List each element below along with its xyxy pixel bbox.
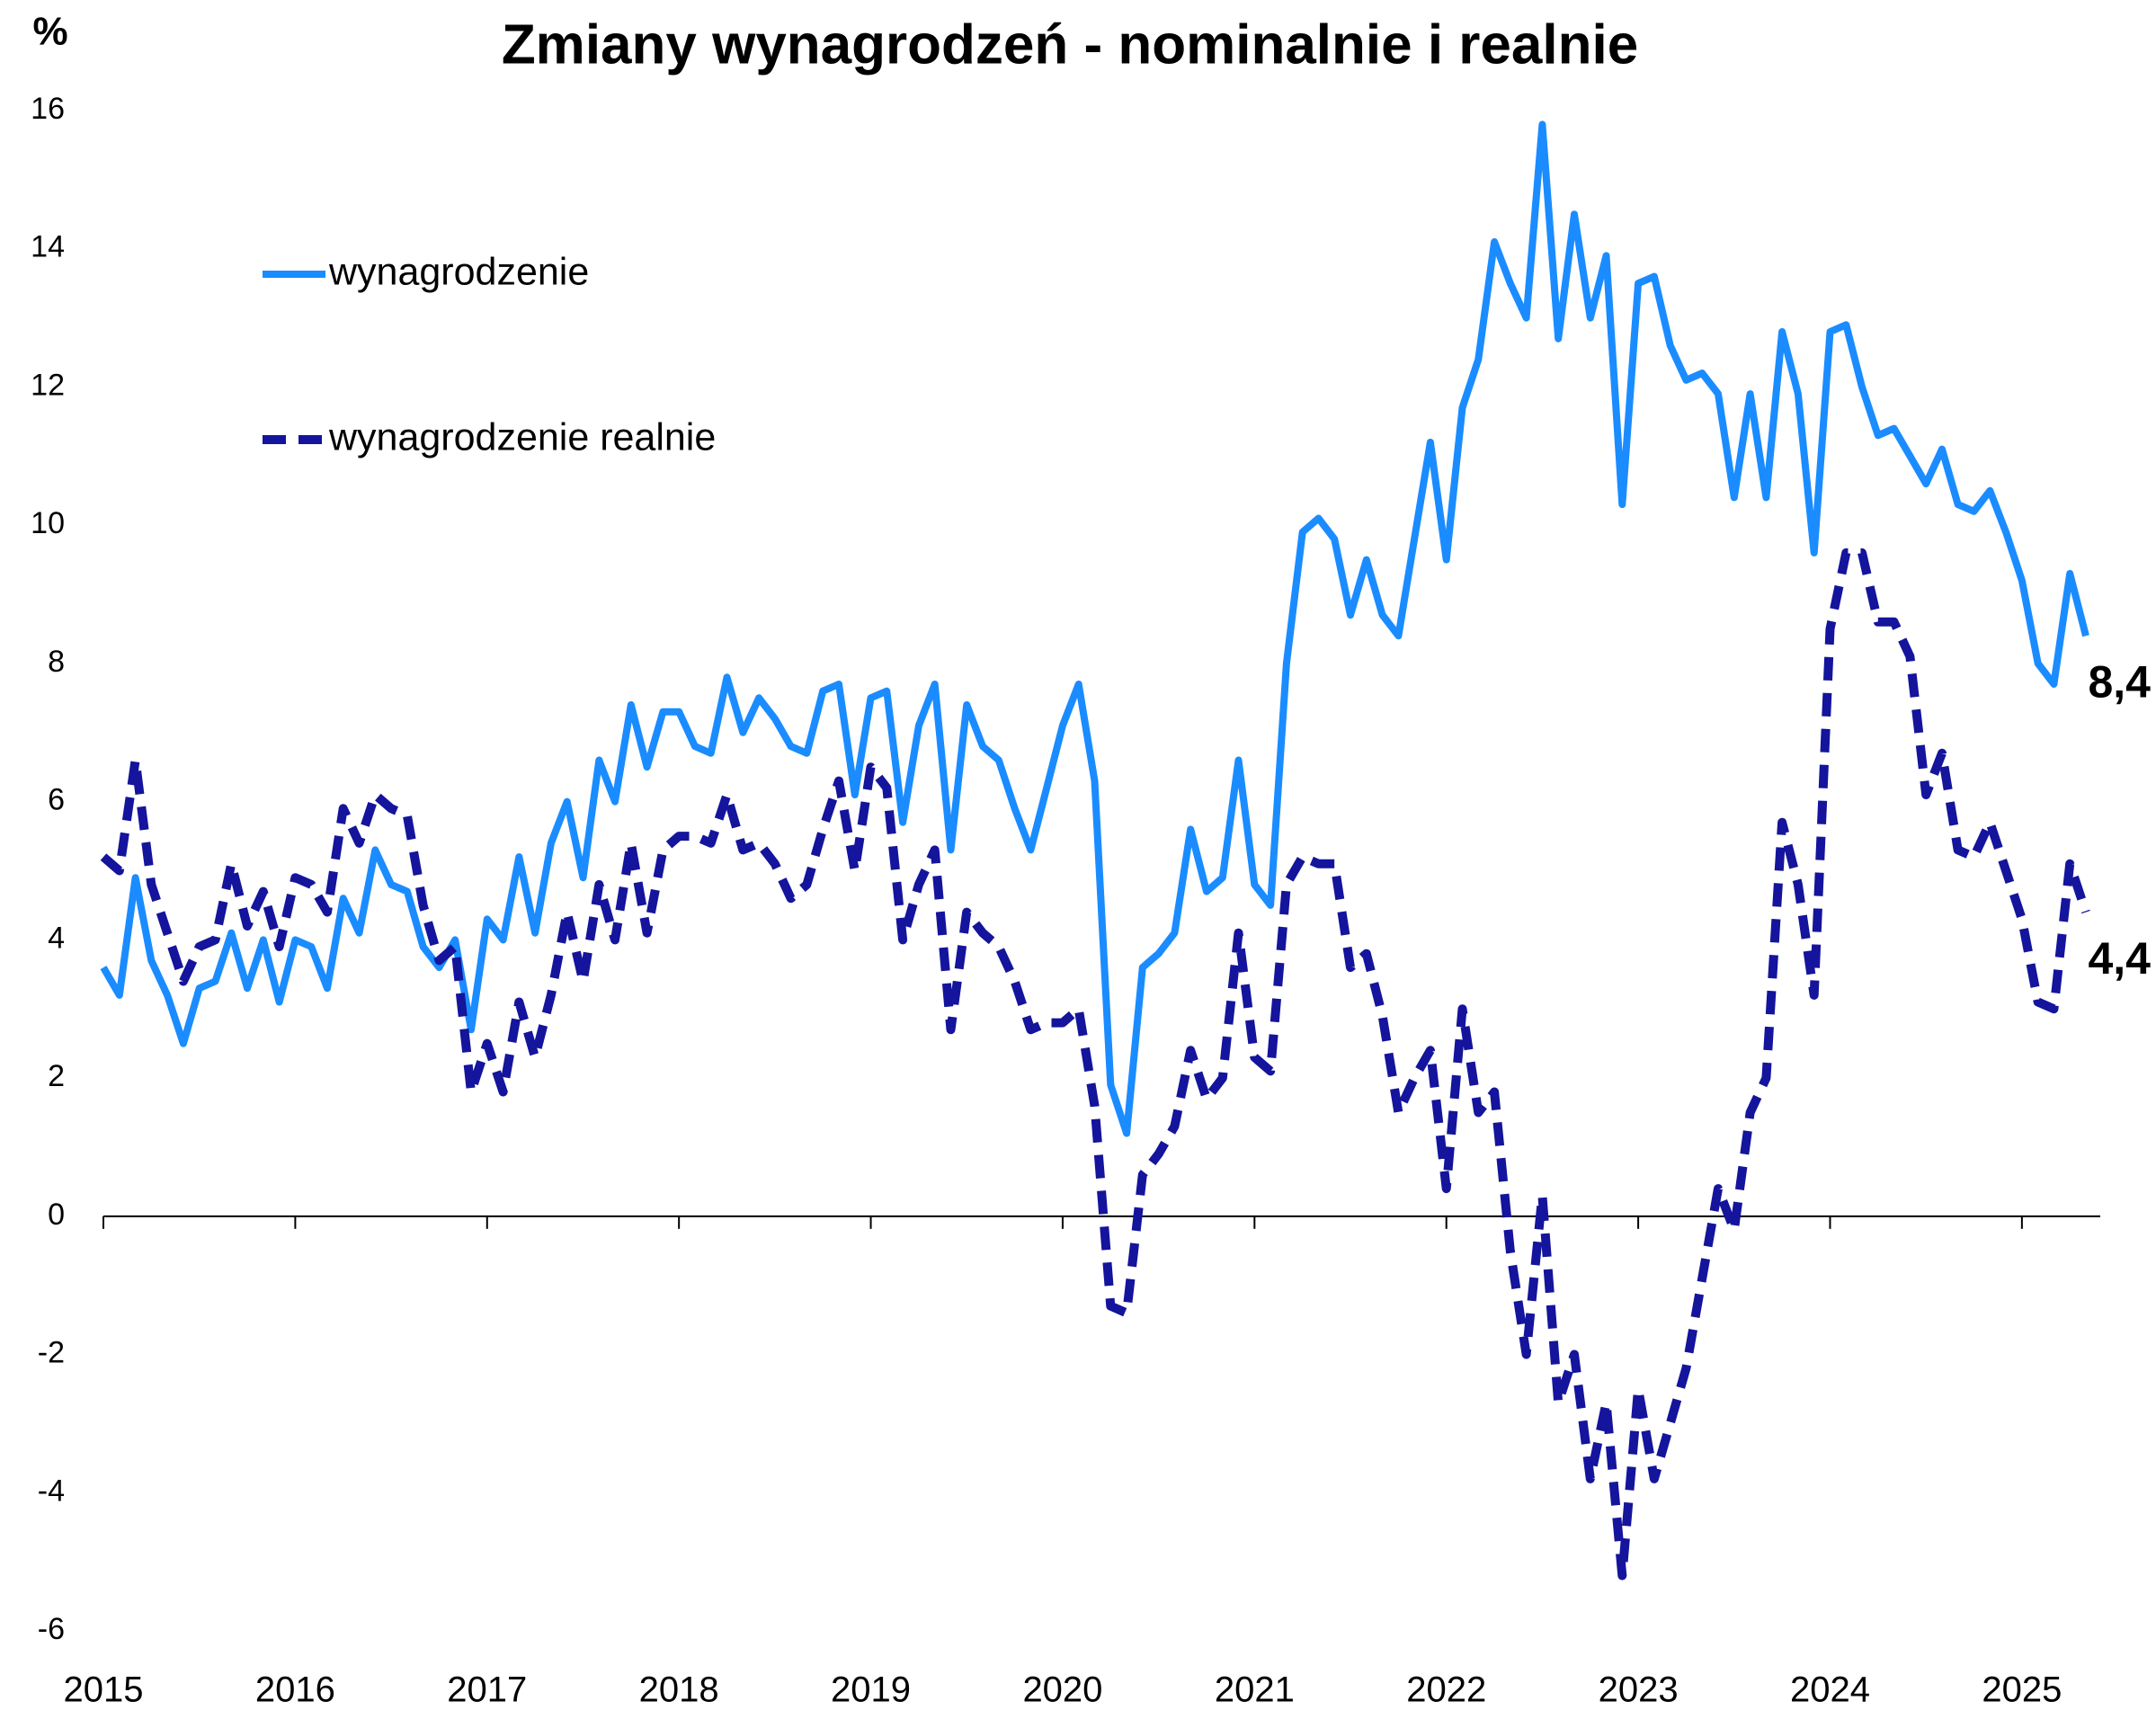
x-tick-label: 2015 xyxy=(64,1670,144,1710)
y-tick-label: 2 xyxy=(48,1059,65,1093)
y-axis-label: % xyxy=(32,10,67,54)
x-tick-label: 2020 xyxy=(1022,1670,1102,1710)
y-tick-label: 12 xyxy=(31,368,65,402)
end-label: 8,4 xyxy=(2088,656,2151,707)
y-tick-label: 6 xyxy=(48,783,65,817)
y-tick-label: -6 xyxy=(38,1612,65,1646)
series-line xyxy=(100,548,2090,1581)
y-tick-label: -4 xyxy=(38,1474,65,1508)
y-tick-label: 8 xyxy=(48,645,65,679)
y-tick-label: 14 xyxy=(31,230,65,264)
x-tick-label: 2021 xyxy=(1215,1670,1295,1710)
x-tick-label: 2024 xyxy=(1790,1670,1870,1710)
y-tick-label: 16 xyxy=(31,92,65,126)
y-tick-label: 0 xyxy=(48,1198,65,1232)
y-tick-label: -2 xyxy=(38,1336,65,1370)
y-tick-label: 10 xyxy=(31,506,65,540)
y-tick-label: 4 xyxy=(48,921,65,955)
x-tick-label: 2016 xyxy=(255,1670,335,1710)
legend-label: wynagrodzenie xyxy=(328,250,589,293)
series-line xyxy=(100,120,2089,1137)
x-tick-label: 2025 xyxy=(1982,1670,2062,1710)
legend-label: wynagrodzenie realnie xyxy=(328,415,716,459)
x-tick-label: 2018 xyxy=(639,1670,719,1710)
chart-title: Zmiany wynagrodzeń - nominalnie i realni… xyxy=(502,13,1638,76)
end-label: 4,4 xyxy=(2088,933,2151,984)
x-tick-label: 2017 xyxy=(447,1670,527,1710)
x-tick-label: 2019 xyxy=(831,1670,911,1710)
x-tick-label: 2022 xyxy=(1406,1670,1486,1710)
x-tick-label: 2023 xyxy=(1599,1670,1679,1710)
